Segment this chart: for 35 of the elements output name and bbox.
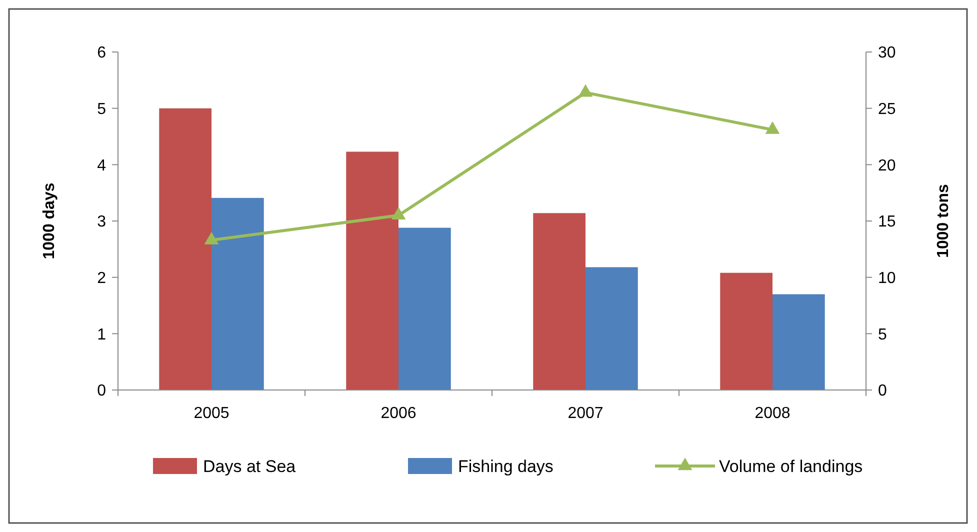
bar (159, 108, 212, 390)
bar (398, 228, 451, 390)
bar (533, 213, 586, 390)
point (765, 121, 780, 134)
x-tick-label: 2006 (380, 405, 416, 422)
x-tick-label: 2008 (754, 405, 790, 422)
y2-tick-label: 0 (878, 382, 887, 400)
bar (586, 267, 638, 390)
point (391, 207, 406, 220)
y-tick-label: 6 (97, 44, 106, 62)
y2-tick-label: 30 (878, 44, 896, 62)
y2-tick-label: 15 (878, 214, 896, 231)
y2-tick-label: 25 (878, 100, 896, 118)
y2-tick-label: 10 (878, 270, 896, 287)
y-tick-label: 4 (97, 157, 106, 174)
y-axis-title: 1000 days (41, 182, 58, 260)
legend-label: Days at Sea (203, 456, 296, 476)
y-tick-label: 3 (97, 214, 106, 231)
y2-tick-label: 20 (878, 157, 896, 174)
y2-axis-title: 1000 tons (935, 184, 952, 258)
bar (772, 294, 825, 390)
y-tick-label: 0 (97, 382, 106, 400)
point (578, 84, 593, 97)
x-tick-label: 2007 (568, 405, 604, 422)
point (204, 232, 219, 244)
bar (346, 152, 398, 390)
legend-label: Volume of landings (719, 456, 863, 476)
bar (720, 272, 772, 390)
bar (212, 198, 264, 390)
y2-tick-label: 5 (878, 326, 887, 344)
y-tick-label: 5 (97, 100, 106, 118)
y-tick-label: 2 (97, 270, 106, 287)
legend-label: Fishing days (458, 456, 554, 476)
x-tick-label: 2005 (194, 405, 230, 422)
y-tick-label: 1 (97, 326, 106, 344)
